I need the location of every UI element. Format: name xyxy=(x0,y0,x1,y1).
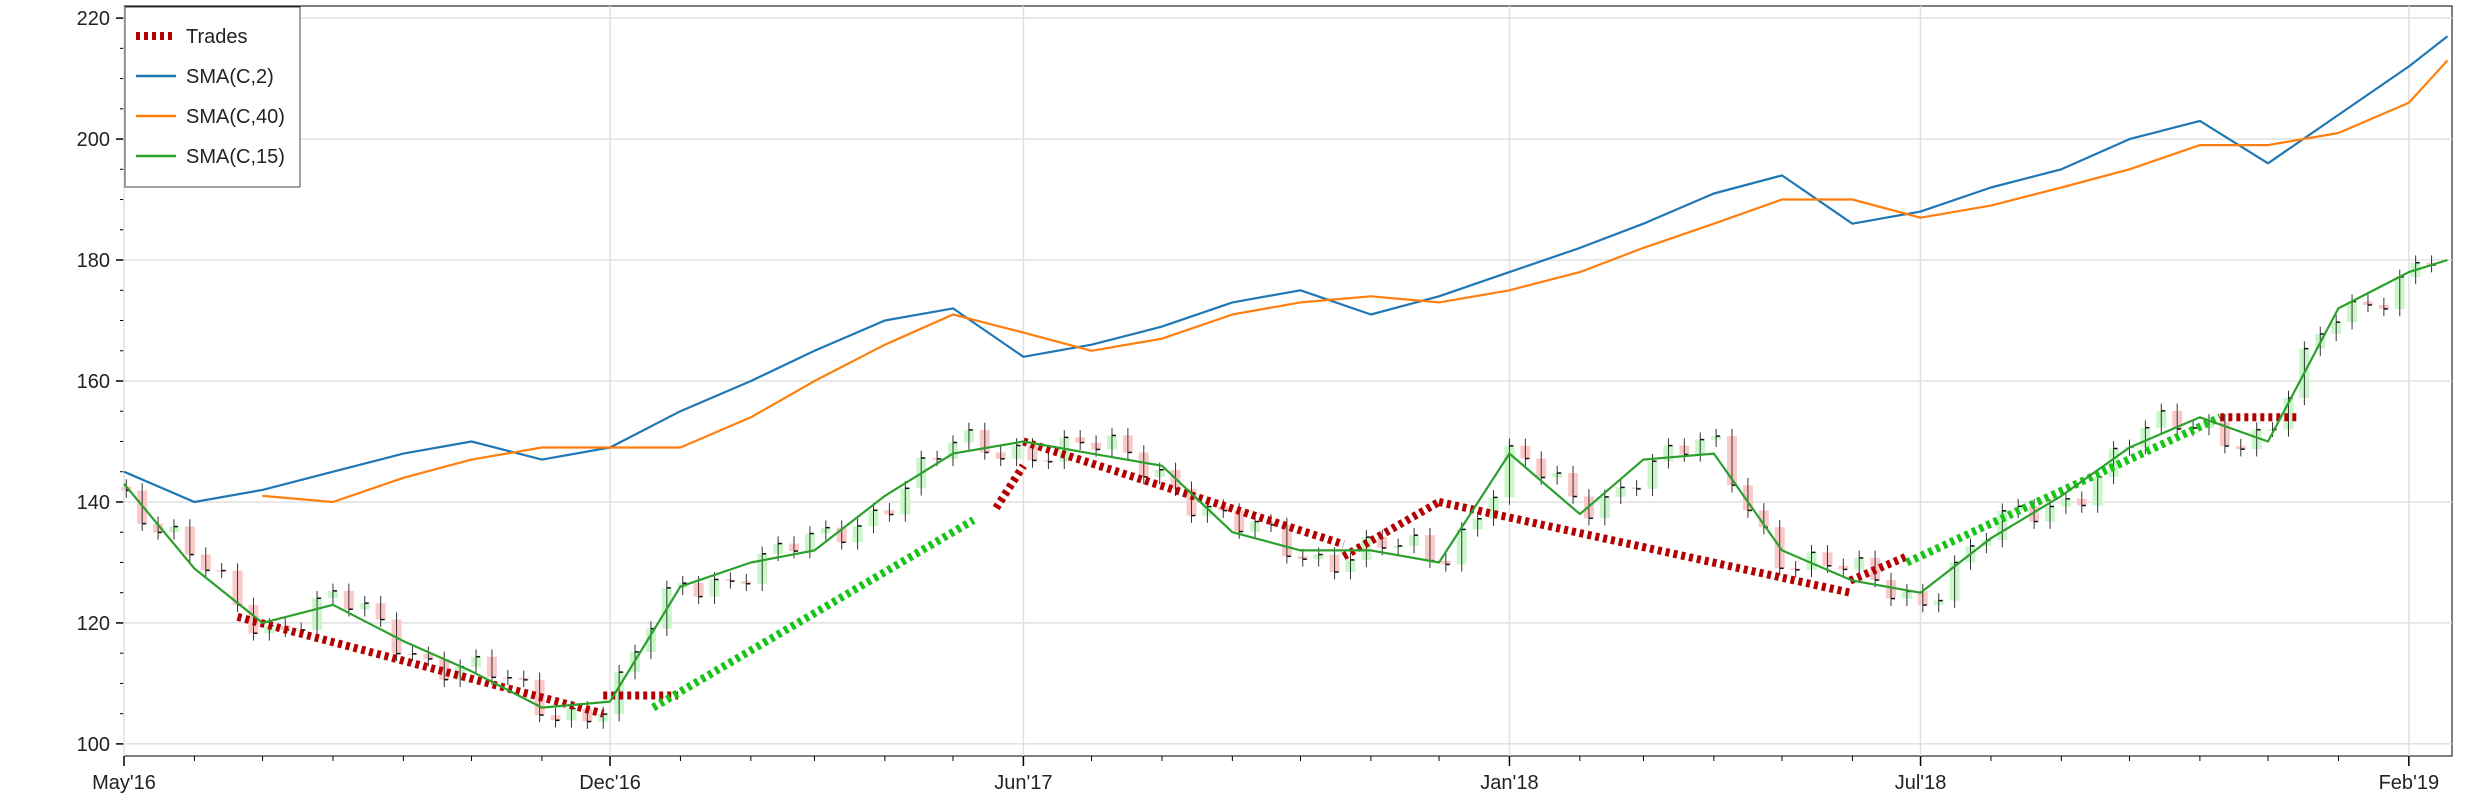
trade-line xyxy=(1848,552,1909,585)
legend-sma40-label: SMA(C,40) xyxy=(186,106,285,128)
trade-line xyxy=(1341,498,1442,560)
trade-line xyxy=(1438,498,1851,597)
y-tick-label: 200 xyxy=(77,129,110,151)
sma2-line xyxy=(123,35,2449,504)
trade-line xyxy=(992,463,1027,511)
sma40-line xyxy=(262,59,2449,504)
y-tick-label: 180 xyxy=(77,250,110,272)
trade-line xyxy=(651,516,976,712)
trade-line xyxy=(1022,437,1345,549)
y-tick-label: 100 xyxy=(77,734,110,756)
sma15-line xyxy=(123,258,2448,709)
y-tick-label: 160 xyxy=(77,371,110,393)
trade-line xyxy=(1905,413,2223,567)
y-tick-label: 220 xyxy=(77,8,110,30)
legend: Trades SMA(C,2) SMA(C,40) SMA(C,15) xyxy=(124,6,301,188)
x-tick-label: Dec'16 xyxy=(579,772,641,794)
x-tick-label: Jan'18 xyxy=(1480,772,1538,794)
x-tick-label: Jun'17 xyxy=(994,772,1052,794)
trade-line xyxy=(236,613,605,718)
legend-trades-label: Trades xyxy=(186,26,248,48)
price-bars xyxy=(121,255,2437,729)
legend-sma15-label: SMA(C,15) xyxy=(186,146,285,168)
x-tick-label: Jul'18 xyxy=(1895,772,1947,794)
legend-sma2-label: SMA(C,2) xyxy=(186,66,274,88)
y-tick-label: 140 xyxy=(77,492,110,514)
y-tick-label: 120 xyxy=(77,613,110,635)
x-tick-label: Feb'19 xyxy=(2379,772,2440,794)
x-tick-label: May'16 xyxy=(92,772,156,794)
